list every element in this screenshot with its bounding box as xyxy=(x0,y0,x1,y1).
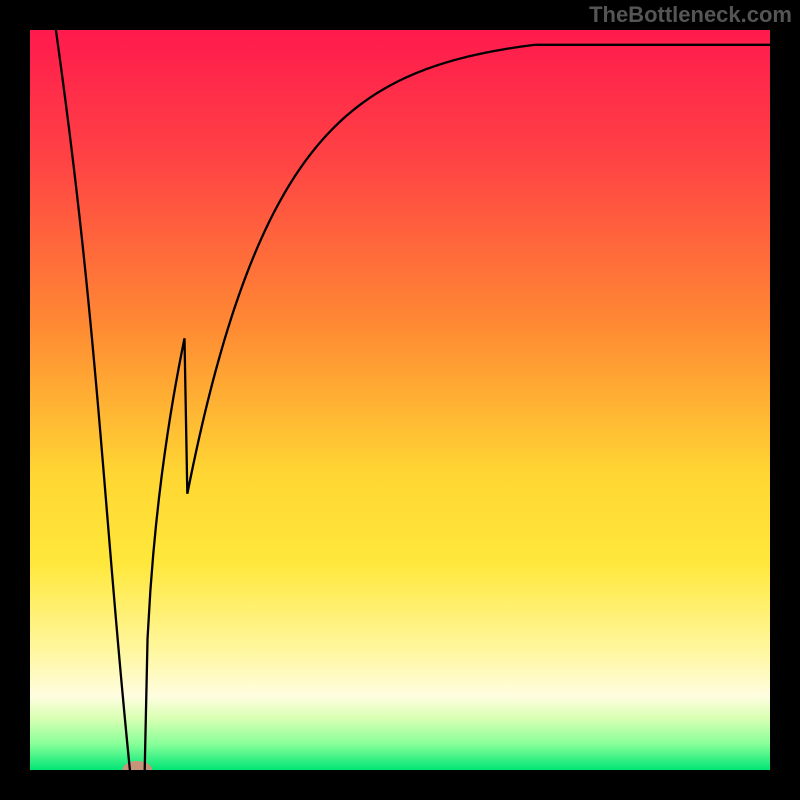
chart-container: TheBottleneck.com xyxy=(0,0,800,800)
minimum-marker xyxy=(122,761,152,770)
bottleneck-curve xyxy=(30,30,770,770)
curve-left-branch xyxy=(56,30,130,770)
watermark-text: TheBottleneck.com xyxy=(589,2,792,28)
plot-area xyxy=(30,30,770,770)
curve-right-branch xyxy=(145,45,770,770)
